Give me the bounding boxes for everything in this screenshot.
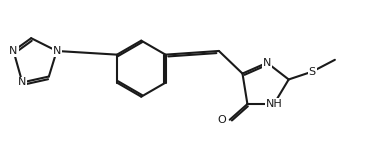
Text: N: N — [18, 77, 27, 87]
Text: N: N — [9, 46, 18, 56]
Text: N: N — [263, 58, 271, 68]
Text: S: S — [309, 67, 316, 77]
Text: O: O — [217, 115, 226, 125]
Text: NH: NH — [266, 99, 282, 109]
Text: N: N — [52, 46, 61, 56]
